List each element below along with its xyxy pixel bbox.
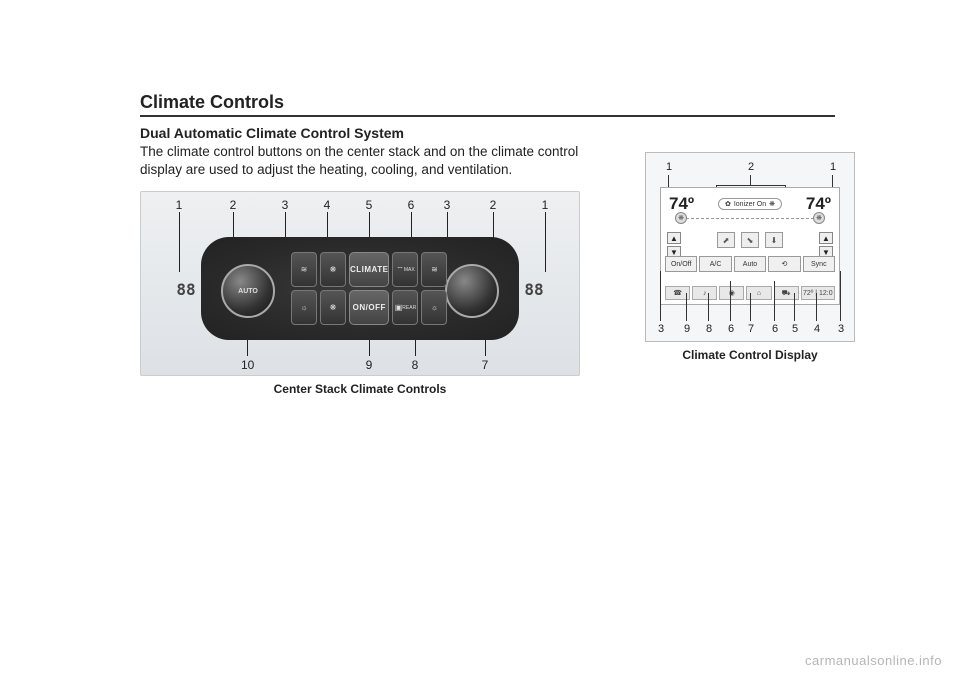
driver-temp-arrows: ▲ ▼ [667, 232, 681, 258]
softkey-recirc: ⟲ [768, 256, 800, 272]
temp-display-right: 88 [521, 280, 547, 302]
figure-caption: Center Stack Climate Controls [140, 382, 580, 396]
fan-speed-bar: ❋ ❋ [681, 218, 819, 228]
button-cluster: ≋ ❋ CLIMATE ⌔MAX ≋ ☼ ❋ ON/OFF ▣REAR ☼ [291, 252, 429, 325]
leaf-icon: ✿ [725, 200, 731, 208]
callout-number: 10 [241, 358, 253, 372]
body-paragraph: The climate control buttons on the cente… [140, 143, 620, 179]
music-icon: ♪ [692, 286, 717, 300]
callout-number: 8 [704, 323, 714, 335]
callout-number: 6 [726, 323, 736, 335]
callout-number: 1 [664, 161, 674, 173]
screen-top-row: 74º ✿ Ionizer On ❋ 74º [661, 194, 839, 214]
figure-caption: Climate Control Display [645, 348, 855, 362]
callout-number: 9 [682, 323, 692, 335]
figure-center-stack: 1 2 3 4 5 6 3 2 1 10 [140, 191, 580, 376]
callout-number: 1 [828, 161, 838, 173]
climate-button: CLIMATE [349, 252, 389, 287]
callout-number: 3 [836, 323, 846, 335]
air-mode-icons: ⬈ ⬊ ⬇ [717, 232, 783, 248]
callout-line [179, 212, 180, 272]
callout-line [660, 271, 661, 321]
fan-icon: ❋ [769, 200, 775, 208]
callout-number: 7 [746, 323, 756, 335]
mode-bilevel-icon: ⬊ [741, 232, 759, 248]
callout-number: 6 [770, 323, 780, 335]
figure-center-stack-wrap: 1 2 3 4 5 6 3 2 1 10 [140, 191, 580, 396]
callout-number: 7 [479, 358, 491, 372]
callout-number: 5 [363, 198, 375, 212]
auto-label: AUTO [223, 288, 273, 295]
callout-line [840, 271, 841, 321]
callout-number: 3 [441, 198, 453, 212]
ionizer-label: Ionizer On [734, 201, 766, 208]
callout-line [774, 281, 775, 321]
callout-line [708, 293, 709, 321]
softkey-onoff: On/Off [665, 256, 697, 272]
subsection-title: Dual Automatic Climate Control System [140, 125, 835, 141]
fan-small-icon: ❋ [675, 212, 687, 224]
onoff-button: ON/OFF [349, 290, 389, 325]
callout-number: 1 [173, 198, 185, 212]
nav-icon: ◉ [719, 286, 744, 300]
callout-number: 5 [790, 323, 800, 335]
callout-line [730, 281, 731, 321]
callout-line [794, 293, 795, 321]
mode-floor-icon: ⬇ [765, 232, 783, 248]
callout-number: 4 [812, 323, 822, 335]
driver-temp-readout: 74º [669, 194, 694, 214]
callout-number: 8 [409, 358, 421, 372]
section-title: Climate Controls [140, 92, 835, 117]
callout-number: 9 [363, 358, 375, 372]
passenger-temp-readout: 74º [806, 194, 831, 214]
driver-temp-up: ▲ [667, 232, 681, 244]
status-temp-time: 72º | 12:0 [801, 286, 835, 300]
climate-screen: 74º ✿ Ionizer On ❋ 74º ❋ ❋ ▲ ▼ ▲ ▼ [660, 187, 840, 305]
softkey-sync: Sync [803, 256, 835, 272]
fan-down: ❋ [320, 290, 346, 325]
callout-number: 3 [656, 323, 666, 335]
callout-number: 3 [279, 198, 291, 212]
callout-number: 2 [487, 198, 499, 212]
softkey-row: On/Off A/C Auto ⟲ Sync [665, 256, 835, 272]
callout-number: 4 [321, 198, 333, 212]
defrost-rear: ▣REAR [392, 290, 418, 325]
ionizer-indicator: ✿ Ionizer On ❋ [718, 198, 782, 210]
callout-line [750, 175, 751, 185]
passenger-temp-up: ▲ [819, 232, 833, 244]
figure-climate-display-wrap: 1 2 1 74º ✿ Ionizer On ❋ 74º ❋ ❋ [645, 152, 855, 362]
fan-up: ❋ [320, 252, 346, 287]
callout-number: 6 [405, 198, 417, 212]
mode-vent-icon: ⬈ [717, 232, 735, 248]
callout-number: 1 [539, 198, 551, 212]
defrost-front: ⌔MAX [392, 252, 418, 287]
callout-number: 2 [227, 198, 239, 212]
watermark-text: carmanualsonline.info [805, 653, 942, 668]
callout-number: 2 [746, 161, 756, 173]
callout-line [545, 212, 546, 272]
seat-heat-pass-lo: ☼ [421, 290, 447, 325]
fan-large-icon: ❋ [813, 212, 825, 224]
seat-heat-driver-hi: ≋ [291, 252, 317, 287]
softkey-ac: A/C [699, 256, 731, 272]
callout-line [816, 293, 817, 321]
figure-climate-display: 1 2 1 74º ✿ Ionizer On ❋ 74º ❋ ❋ [645, 152, 855, 342]
passenger-temp-arrows: ▲ ▼ [819, 232, 833, 258]
callout-line [750, 293, 751, 321]
softkey-auto: Auto [734, 256, 766, 272]
callout-line [686, 293, 687, 321]
temp-display-left: 88 [173, 280, 199, 302]
seat-heat-driver-lo: ☼ [291, 290, 317, 325]
callout-line [716, 185, 786, 186]
seat-heat-pass-hi: ≋ [421, 252, 447, 287]
